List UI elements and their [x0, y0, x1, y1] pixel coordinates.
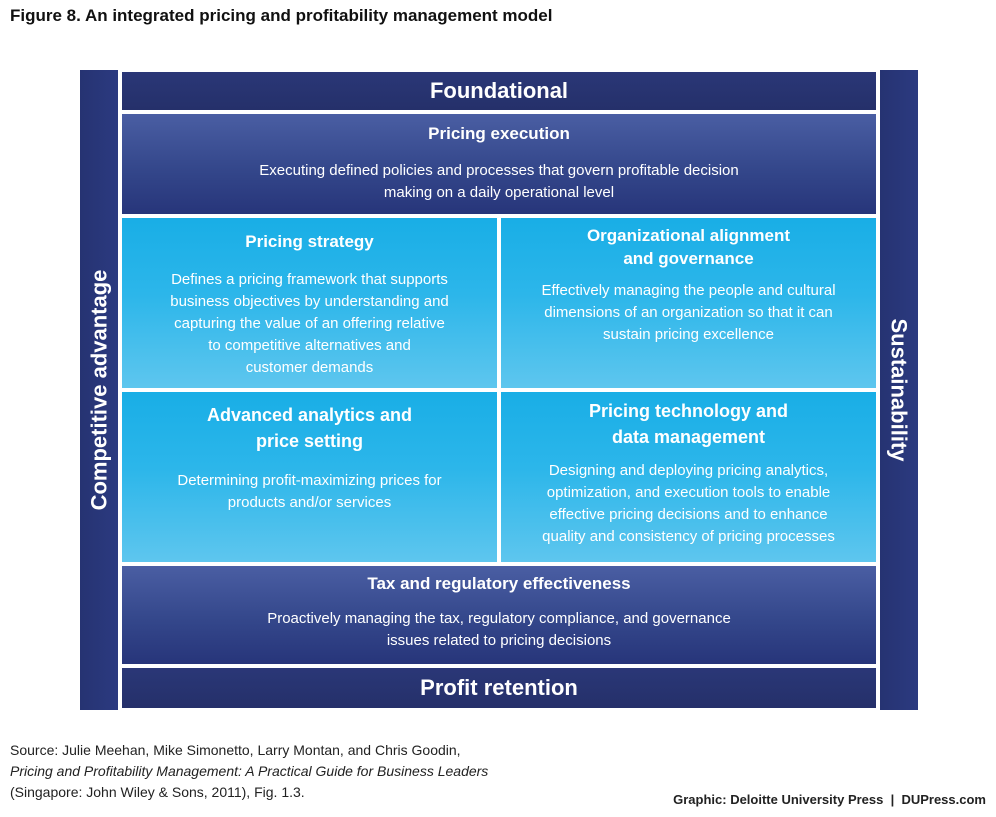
pricing-technology-text: Designing and deploying pricing analytic…: [542, 462, 835, 545]
competitive-advantage-bar: Competitive advantage: [80, 70, 118, 710]
source-book-title: Pricing and Profitability Management: A …: [10, 763, 489, 779]
pricing-technology-heading: Pricing technology and data management: [588, 401, 789, 447]
profit-retention-bar: Profit retention: [122, 668, 876, 708]
source-line-1: Source: Julie Meehan, Mike Simonetto, La…: [10, 742, 461, 758]
advanced-analytics-heading: Advanced analytics and price setting: [206, 405, 413, 451]
graphic-credit: Graphic: Deloitte University Press | DUP…: [673, 792, 986, 807]
advanced-analytics-box: Advanced analytics and price setting Det…: [122, 392, 497, 562]
org-alignment-heading: Organizational alignment and governance: [586, 226, 791, 268]
foundational-bar: Foundational: [122, 72, 876, 110]
pricing-technology-box: Pricing technology and data management D…: [501, 392, 876, 562]
pricing-execution-heading: Pricing execution: [428, 124, 570, 143]
source-line-3: (Singapore: John Wiley & Sons, 2011), Fi…: [10, 784, 305, 800]
advanced-analytics-text: Determining profit-maximizing prices for…: [177, 472, 442, 511]
pricing-strategy-box: Pricing strategy Defines a pricing frame…: [122, 218, 497, 388]
org-alignment-box: Organizational alignment and governance …: [501, 218, 876, 388]
tax-regulatory-heading: Tax and regulatory effectiveness: [367, 574, 631, 593]
sustainability-bar: Sustainability: [880, 70, 918, 710]
pricing-model-diagram: Competitive advantage Sustainability Fou…: [80, 70, 918, 710]
pricing-strategy-heading: Pricing strategy: [245, 232, 374, 251]
pricing-execution-box: Pricing execution Executing defined poli…: [122, 114, 876, 214]
pricing-execution-text: Executing defined policies and processes…: [259, 162, 739, 201]
competitive-advantage-label: Competitive advantage: [86, 269, 111, 511]
tax-regulatory-box: Tax and regulatory effectiveness Proacti…: [122, 566, 876, 664]
figure-title: Figure 8. An integrated pricing and prof…: [10, 6, 553, 25]
sustainability-label: Sustainability: [887, 318, 913, 462]
pricing-strategy-text: Defines a pricing framework that support…: [170, 271, 449, 376]
profit-retention-label: Profit retention: [420, 675, 578, 700]
source-citation: Source: Julie Meehan, Mike Simonetto, La…: [10, 740, 488, 803]
org-alignment-text: Effectively managing the people and cult…: [541, 282, 836, 343]
foundational-label: Foundational: [429, 78, 569, 103]
tax-regulatory-text: Proactively managing the tax, regulatory…: [267, 610, 731, 649]
